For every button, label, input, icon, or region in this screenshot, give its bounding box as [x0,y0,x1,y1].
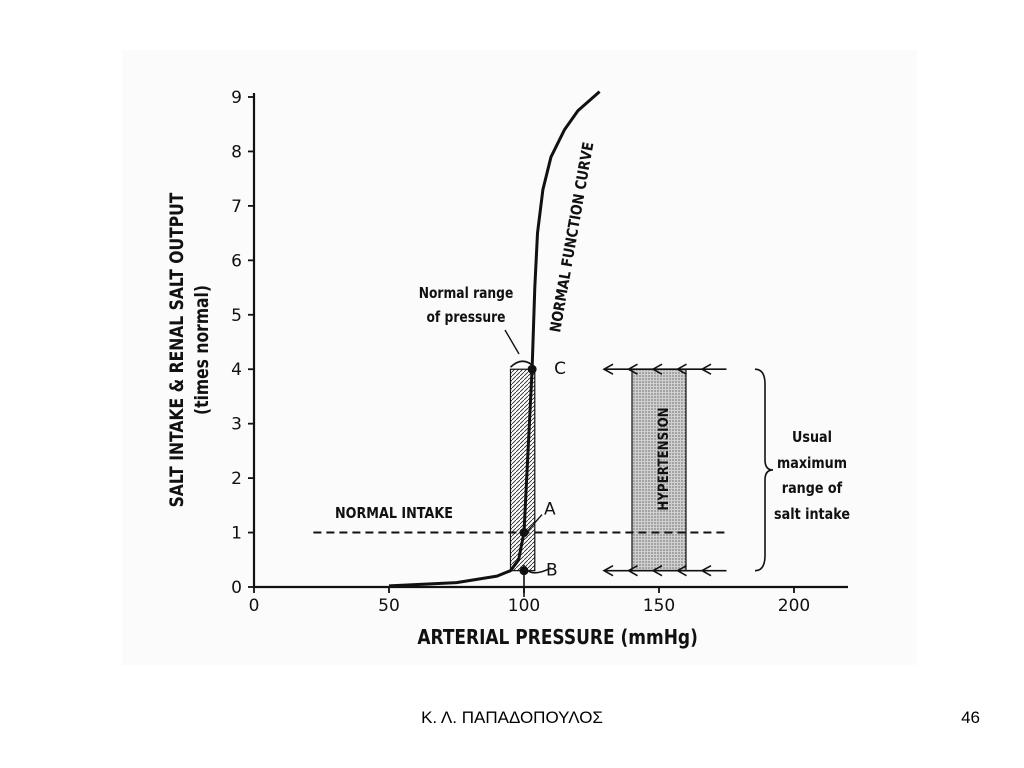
normal-range-label-line2: of pressure [426,309,505,326]
upper-intake-arrows-arrowhead [700,363,712,375]
points-layer: A B C [519,359,566,597]
slide-number: 46 [961,708,980,727]
point-a [519,528,529,538]
y-tick-label: 9 [231,88,242,108]
y-tick-label: 1 [231,524,242,544]
normal-intake-label: NORMAL INTAKE [335,505,453,522]
x-tick-label: 50 [378,596,400,616]
hypertension-label: HYPERTENSION [656,407,672,510]
normal-range-pointer [504,329,520,355]
y-tick-label: 3 [231,415,242,435]
y-tick-label: 7 [231,197,242,217]
x-tick-label: 200 [778,596,810,616]
lower-intake-arrows-arrowhead [651,564,663,577]
salt-range-label-line1: Usual [792,429,832,446]
y-tick-label: 6 [231,251,242,271]
salt-range-label-line2: maximum [777,455,847,472]
salt-range-label-line3: range of [782,480,843,497]
curve-layer [388,90,601,588]
series-label-normal-function-curve: NORMAL FUNCTION CURVE [547,141,597,334]
lower-intake-arrows-arrowhead [700,564,712,577]
point-label-a: A [544,500,556,520]
chart-svg: 0 1 2 3 4 5 6 7 8 9 0 50 100 150 200 A B C ARTERIAL PRES… [167,88,850,650]
point-label-b: B [546,561,558,581]
upper-intake-arrows-arrowhead [675,363,687,375]
lower-intake-arrows-arrowhead [626,564,638,577]
footer-author: Κ. Λ. ΠΑΠΑΔΟΠΟΥΛΟΣ [421,708,603,727]
point-label-c: C [554,359,566,379]
lower-intake-arrows-arrowhead [675,564,687,577]
x-tick-label: 150 [643,596,675,616]
y-axis-title-line1: SALT INTAKE & RENAL SALT OUTPUT [167,192,189,507]
upper-intake-arrows-arrowhead [626,363,638,375]
point-b-pointer [527,567,552,574]
normal-function-curve-line [388,90,601,588]
y-tick-label: 4 [231,360,242,380]
y-tick-label: 8 [231,142,242,162]
upper-intake-arrows-arrowhead [602,363,614,375]
point-c [527,364,537,374]
point-a-pointer [527,514,543,532]
y-tick-label: 5 [231,306,242,326]
arrows-layer [504,329,774,577]
y-tick-label: 2 [231,469,242,489]
y-tick-label: 0 [231,578,242,598]
axes-layer: 0 1 2 3 4 5 6 7 8 9 0 50 100 150 200 [231,88,848,616]
y-axis-title-line2: (times normal) [192,285,214,415]
lower-intake-arrows-arrowhead [602,564,614,577]
x-axis-title: ARTERIAL PRESSURE (mmHg) [417,627,697,650]
normal-range-label-line1: Normal range [419,285,514,302]
x-tick-label: 0 [249,596,260,616]
x-tick-label: 100 [508,596,540,616]
salt-range-brace [754,368,774,572]
salt-range-label-line4: salt intake [774,506,850,523]
upper-intake-arrows-arrowhead [651,363,663,375]
